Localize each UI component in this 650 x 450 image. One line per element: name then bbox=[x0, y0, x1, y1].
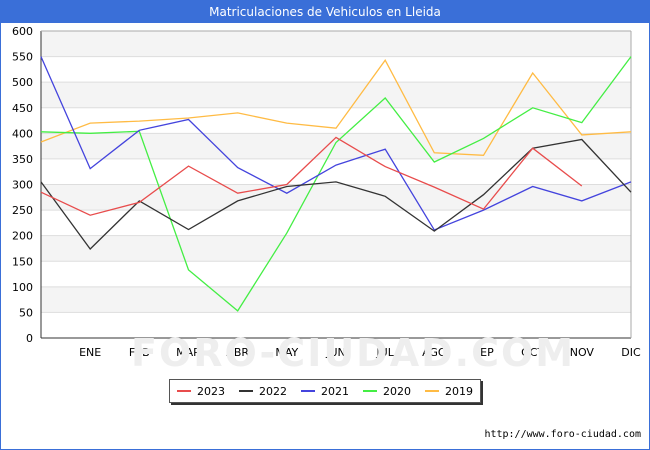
legend-label: 2020 bbox=[383, 384, 411, 398]
x-tick-label: SEP bbox=[473, 346, 494, 359]
y-tick-label: 200 bbox=[12, 230, 33, 243]
x-tick-label: MAY bbox=[275, 346, 298, 359]
y-tick-label: 500 bbox=[12, 76, 33, 89]
plot-band bbox=[41, 158, 631, 185]
legend: 2023 2022 2021 2020 2019 bbox=[169, 379, 481, 403]
y-tick-label: 50 bbox=[19, 306, 33, 319]
y-tick-label: 400 bbox=[12, 127, 33, 140]
series-line-2020 bbox=[40, 56, 632, 312]
series-line-2021 bbox=[40, 56, 632, 231]
legend-label: 2019 bbox=[445, 384, 473, 398]
source-link[interactable]: http://www.foro-ciudad.com bbox=[484, 429, 641, 440]
legend-label: 2022 bbox=[259, 384, 287, 398]
plot-band bbox=[41, 261, 631, 287]
y-tick-label: 100 bbox=[12, 281, 33, 294]
x-tick-label: JUN bbox=[325, 346, 346, 359]
axes bbox=[40, 30, 632, 339]
legend-item-2019: 2019 bbox=[425, 385, 473, 398]
legend-item-2020: 2020 bbox=[363, 385, 411, 398]
legend-swatch bbox=[301, 390, 315, 392]
legend-swatch bbox=[425, 390, 439, 392]
x-tick-label: NOV bbox=[570, 346, 595, 359]
x-tick-label: ABR bbox=[226, 346, 249, 359]
x-tick-label: ENE bbox=[79, 346, 101, 359]
x-tick-label: FEB bbox=[129, 346, 150, 359]
plot-band bbox=[41, 82, 631, 108]
y-tick-label: 150 bbox=[12, 255, 33, 268]
legend-item-2023: 2023 bbox=[177, 385, 225, 398]
plot-band bbox=[41, 210, 631, 236]
legend-swatch bbox=[239, 390, 253, 392]
plot-band bbox=[41, 184, 631, 211]
x-tick-label: AGO bbox=[422, 346, 447, 359]
x-tick-label: MAR bbox=[176, 346, 201, 359]
x-tick-label: OCT bbox=[521, 346, 544, 359]
y-tick-label: 250 bbox=[12, 204, 33, 217]
y-tick-label: 0 bbox=[26, 332, 33, 345]
plot-band bbox=[41, 31, 631, 57]
series-line-2023 bbox=[40, 136, 583, 216]
plot-band bbox=[41, 107, 631, 134]
y-tick-label: 600 bbox=[12, 25, 33, 38]
legend-swatch bbox=[363, 390, 377, 392]
series-line-2019 bbox=[40, 58, 632, 156]
y-tick-label: 350 bbox=[12, 153, 33, 166]
plot-background-bands bbox=[41, 31, 631, 338]
plot-band bbox=[41, 312, 631, 338]
x-tick-label: JUL bbox=[375, 346, 394, 359]
plot-band bbox=[41, 56, 631, 83]
x-tick-label: DIC bbox=[621, 346, 641, 359]
series-lines bbox=[40, 56, 632, 312]
y-tick-label: 550 bbox=[12, 51, 33, 64]
plot-band bbox=[41, 235, 631, 262]
legend-label: 2023 bbox=[197, 384, 225, 398]
legend-item-2022: 2022 bbox=[239, 385, 287, 398]
y-tick-label: 300 bbox=[12, 179, 33, 192]
legend-swatch bbox=[177, 390, 191, 392]
y-tick-labels: 0 50 100 150 200 250 300 350 400 450 500 550 600 bbox=[12, 25, 33, 345]
y-tick-label: 450 bbox=[12, 102, 33, 115]
legend-item-2021: 2021 bbox=[301, 385, 349, 398]
x-tick-labels: ENE FEB MAR ABR MAY JUN JUL AGO SEP OCT NOV DIC bbox=[79, 346, 641, 359]
plot-band bbox=[41, 286, 631, 313]
chart-title: Matriculaciones de Vehiculos en Lleida bbox=[1, 1, 649, 23]
legend-label: 2021 bbox=[321, 384, 349, 398]
